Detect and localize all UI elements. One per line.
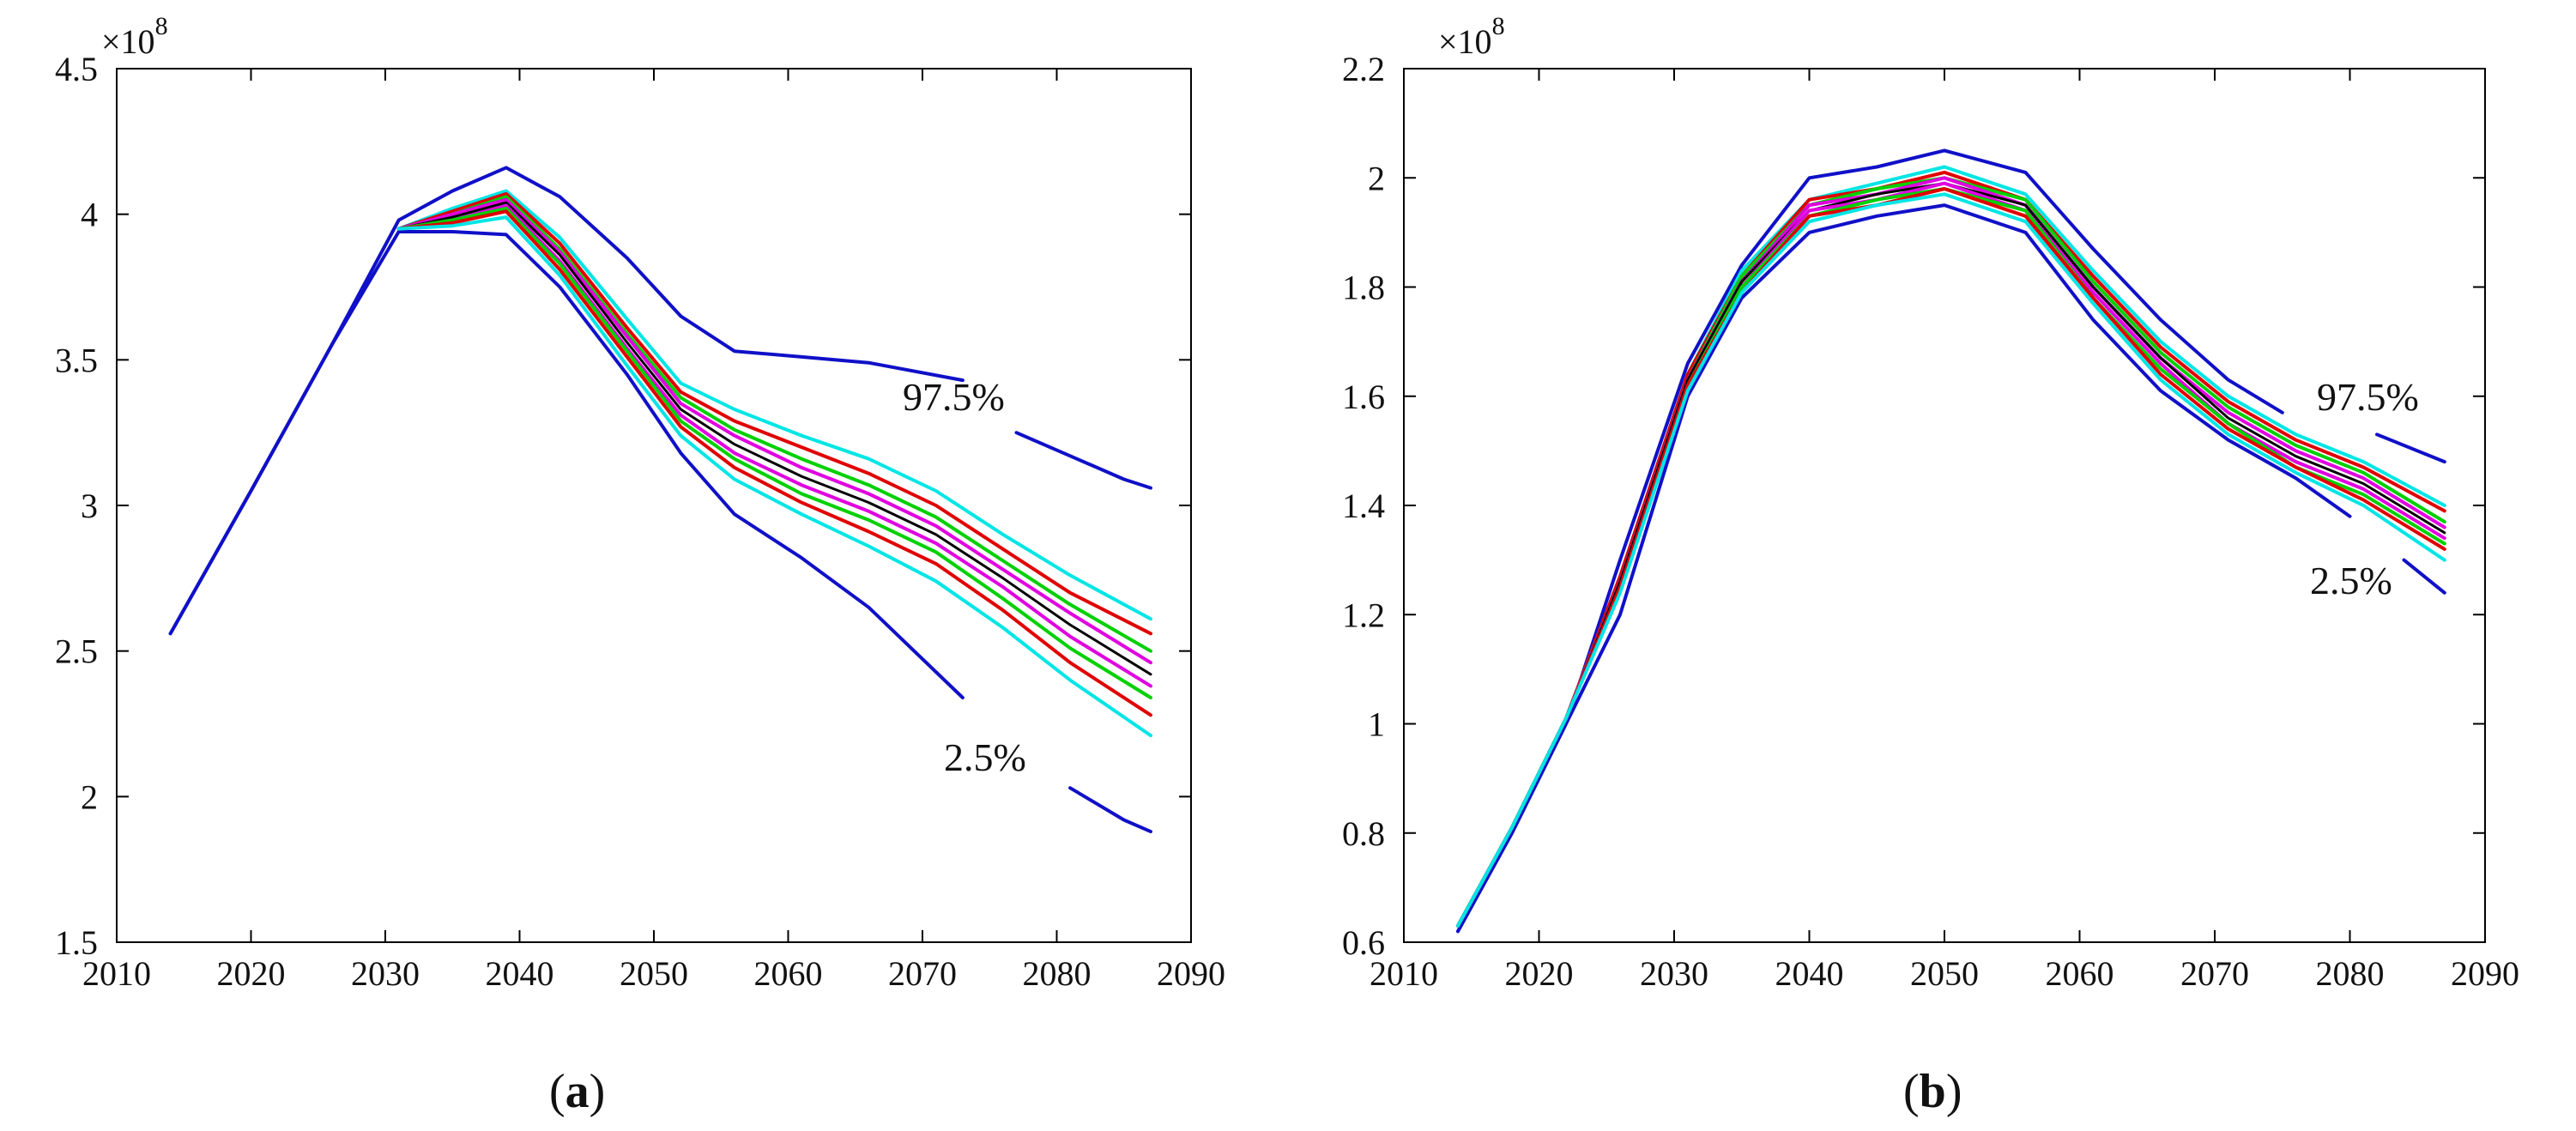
- panel-b-series-line-4: [1456, 176, 2446, 928]
- panel-a-ytick-label: 2.5: [55, 632, 98, 671]
- panel-a-xtick-label: 2090: [1157, 954, 1225, 993]
- panel-b-series-line-0: [1456, 148, 2284, 934]
- panel-b-ytick-label: 1.8: [1342, 269, 1385, 307]
- panel-a-series-line-1: [1068, 786, 1152, 834]
- panel-b-lower-label: 2.5%: [2310, 559, 2392, 602]
- panel-a-xtick-label: 2030: [351, 954, 420, 993]
- panel-a-series-line-9: [396, 209, 1152, 717]
- panel-a-series-line-0: [1014, 431, 1152, 490]
- panel-b-xtick-label: 2060: [2046, 954, 2114, 993]
- panel-a-series-line-5: [396, 197, 1152, 665]
- panel-a: ×108 2010 2020 2030 2040 2050 2060 2070 2080 209…: [55, 12, 1225, 993]
- panel-a-series-line-7: [396, 203, 1152, 688]
- panel-b-series-line-0: [2375, 432, 2446, 464]
- panel-a-ytick-label: 4.5: [55, 50, 98, 88]
- panel-a-series-line-2: [396, 189, 1152, 621]
- panel-a-lower-label: 2.5%: [944, 735, 1026, 779]
- panel-a-ytick-label: 4: [81, 196, 98, 234]
- panel-b-series-line-9: [1456, 187, 2446, 928]
- panel-a-series-line-6: [397, 201, 1152, 676]
- panel-b-xtick-label: 2080: [2316, 954, 2385, 993]
- panel-a-frame: [116, 68, 1192, 943]
- panel-b-ytick-label: 1.2: [1342, 596, 1385, 634]
- panel-a-series-line-0: [168, 166, 964, 636]
- caption-b: (b): [1903, 1065, 1962, 1118]
- panel-b-series: [1456, 148, 2446, 934]
- panel-b-xtick-label: 2010: [1370, 954, 1438, 993]
- panel-a-ticks: 2010 2020 2030 2040 2050 2060 2070 2080 2090 1.5 2…: [55, 50, 1225, 993]
- panel-a-ytick-label: 3.5: [55, 341, 98, 379]
- panel-b-series-line-1: [2402, 558, 2446, 595]
- panel-b-upper-label: 97.5%: [2317, 375, 2419, 419]
- panel-b-exponent: ×108: [1438, 12, 1505, 61]
- panel-b: ×108 2010 2020 2030 2040 2050 2060 2070 2080 209…: [1342, 12, 2519, 993]
- panel-a-xtick-label: 2060: [754, 954, 823, 993]
- panel-a-ytick-label: 3: [81, 487, 98, 525]
- panel-b-ytick-label: 0.6: [1342, 923, 1385, 962]
- panel-a-exponent: ×108: [101, 12, 168, 61]
- panel-b-series-line-5: [1456, 176, 2446, 928]
- panel-a-xtick-label: 2040: [486, 954, 554, 993]
- panel-b-xtick-label: 2070: [2180, 954, 2249, 993]
- panel-b-series-line-2: [1456, 165, 2446, 928]
- panel-a-xtick-label: 2020: [217, 954, 286, 993]
- panel-a-series-line-10: [396, 215, 1152, 738]
- panel-b-xtick-label: 2020: [1505, 954, 1574, 993]
- panel-b-series-line-7: [1456, 181, 2446, 928]
- panel-a-series: [168, 166, 1152, 834]
- panel-b-xtick-label: 2090: [2451, 954, 2519, 993]
- panel-b-ticks: 2010 2020 2030 2040 2050 2060 2070 2080 2090 0.6 0…: [1342, 50, 2519, 993]
- caption-a: (a): [549, 1065, 605, 1118]
- panel-a-xtick-label: 2050: [620, 954, 688, 993]
- panel-a-ytick-label: 1.5: [55, 923, 98, 962]
- panel-a-upper-label: 97.5%: [903, 375, 1005, 419]
- panel-b-ytick-label: 1: [1368, 705, 1385, 744]
- panel-a-series-line-8: [396, 206, 1152, 699]
- panel-a-xtick-label: 2080: [1023, 954, 1091, 993]
- panel-b-ytick-label: 2.2: [1342, 50, 1385, 88]
- panel-b-ytick-label: 2: [1368, 159, 1385, 197]
- panel-b-ytick-label: 1.6: [1342, 378, 1385, 416]
- panel-b-series-line-6: [1456, 182, 2446, 928]
- panel-b-ytick-label: 1.4: [1342, 487, 1385, 525]
- panel-a-ytick-label: 2: [81, 777, 98, 816]
- panel-b-series-line-3: [1456, 170, 2446, 928]
- panel-a-xtick-label: 2070: [888, 954, 957, 993]
- panel-b-xtick-label: 2030: [1640, 954, 1708, 993]
- panel-b-xtick-label: 2040: [1775, 954, 1844, 993]
- panel-a-series-line-1: [168, 230, 964, 699]
- panel-b-series-line-8: [1456, 187, 2446, 928]
- panel-b-xtick-label: 2050: [1910, 954, 1979, 993]
- panel-b-frame: [1403, 68, 2486, 943]
- panel-b-series-line-1: [1456, 203, 2352, 934]
- panel-a-series-line-3: [396, 191, 1152, 636]
- panel-b-ytick-label: 0.8: [1342, 814, 1385, 853]
- panel-a-xtick-label: 2010: [82, 954, 151, 993]
- panel-b-series-line-10: [1456, 192, 2446, 928]
- panel-a-series-line-4: [396, 195, 1152, 653]
